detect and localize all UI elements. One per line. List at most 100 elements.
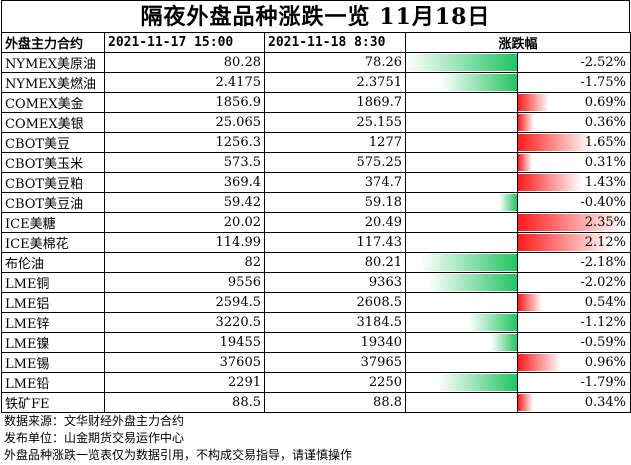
positive-bar-cell: 2.12%: [516, 232, 631, 253]
curr-price: 3184.5: [264, 312, 406, 333]
change-percent: -1.12%: [580, 315, 627, 330]
contract-name: CBOT美豆油: [1, 192, 105, 213]
change-percent: -0.40%: [580, 195, 627, 210]
curr-price: 1869.7: [264, 92, 406, 113]
contract-name: LME铜: [1, 272, 105, 293]
curr-price: 2.3751: [264, 72, 406, 93]
contract-name: LME铅: [1, 372, 105, 393]
curr-price: 9363: [264, 272, 406, 293]
positive-bar-cell: 0.96%: [516, 352, 631, 373]
table-row: LME铅 2291 2250 -1.79%: [1, 372, 631, 393]
table-row: 布伦油 82 80.21 -2.18%: [1, 252, 631, 273]
table-header-row: 外盘主力合约 2021-11-17 15:00 2021-11-18 8:30 …: [1, 32, 631, 53]
positive-change-bar: [518, 354, 561, 371]
positive-change-bar: [518, 174, 582, 191]
negative-bar-cell: [405, 392, 518, 413]
negative-bar-cell: [405, 272, 518, 293]
negative-bar-cell: [405, 52, 518, 73]
prev-price: 59.42: [104, 192, 265, 213]
header-prev-time: 2021-11-17 15:00: [104, 32, 265, 53]
positive-change-bar: [518, 394, 534, 411]
positive-bar-cell: 2.35%: [516, 212, 631, 233]
negative-bar-cell: [405, 152, 518, 173]
header-curr-time: 2021-11-18 8:30: [264, 32, 406, 53]
contract-name: ICE美棉花: [1, 232, 105, 253]
negative-bar-cell: [405, 192, 518, 213]
prev-price: 9556: [104, 272, 265, 293]
curr-price: 78.26: [264, 52, 406, 73]
curr-price: 20.49: [264, 212, 406, 233]
table-row: LME铜 9556 9363 -2.02%: [1, 272, 631, 293]
footer-line: 发布单位：山金期货交易运作中心: [4, 431, 185, 445]
negative-change-bar: [420, 254, 517, 271]
negative-bar-cell: [405, 372, 518, 393]
negative-bar-cell: [405, 112, 518, 133]
table-row: LME铝 2594.5 2608.5 0.54%: [1, 292, 631, 313]
change-percent: -1.75%: [580, 75, 627, 90]
header-change: 涨跌幅: [404, 32, 631, 53]
prev-price: 20.02: [104, 212, 265, 233]
prev-price: 82: [104, 252, 265, 273]
change-percent: -0.59%: [580, 335, 627, 350]
prev-price: 80.28: [104, 52, 265, 73]
change-percent: 0.34%: [584, 395, 627, 410]
positive-bar-cell: -1.79%: [516, 372, 631, 393]
prev-price: 88.5: [104, 392, 265, 413]
curr-price: 2250: [264, 372, 406, 393]
change-percent: 0.96%: [584, 355, 627, 370]
negative-change-bar: [428, 274, 517, 291]
curr-price: 25.155: [264, 112, 406, 133]
contract-name: COMEX美银: [1, 112, 105, 133]
positive-bar-cell: 0.69%: [516, 92, 631, 113]
change-percent: 0.31%: [584, 155, 627, 170]
table-row: CBOT美豆油 59.42 59.18 -0.40%: [1, 192, 631, 213]
curr-price: 374.7: [264, 172, 406, 193]
negative-bar-cell: [405, 172, 518, 193]
prev-price: 2.4175: [104, 72, 265, 93]
table-row: LME锡 37605 37965 0.96%: [1, 352, 631, 373]
prev-price: 19455: [104, 332, 265, 353]
contract-name: NYMEX美燃油: [1, 72, 105, 93]
footer-notes: 数据来源：文华财经外盘主力合约 发布单位：山金期货交易运作中心 外盘品种涨跌一览表仅…: [1, 413, 630, 464]
prev-price: 114.99: [104, 232, 265, 253]
change-percent: -2.02%: [580, 275, 627, 290]
positive-change-bar: [518, 94, 549, 111]
table-row: CBOT美豆 1256.3 1277 1.65%: [1, 132, 631, 153]
prev-price: 369.4: [104, 172, 265, 193]
contract-name: LME镍: [1, 332, 105, 353]
change-percent: -2.18%: [580, 255, 627, 270]
price-table: 外盘主力合约 2021-11-17 15:00 2021-11-18 8:30 …: [1, 32, 631, 413]
curr-price: 575.25: [264, 152, 406, 173]
contract-name: LME锡: [1, 352, 105, 373]
curr-price: 37965: [264, 352, 406, 373]
prev-price: 2291: [104, 372, 265, 393]
negative-bar-cell: [405, 232, 518, 253]
table-row: CBOT美玉米 573.5 575.25 0.31%: [1, 152, 631, 173]
negative-change-bar: [499, 194, 517, 211]
sheet-title: 隔夜外盘品种涨跌一览 11月18日: [1, 0, 630, 32]
header-contract: 外盘主力合约: [1, 32, 105, 53]
prev-price: 2594.5: [104, 292, 265, 313]
prev-price: 1856.9: [104, 92, 265, 113]
positive-bar-cell: -0.40%: [516, 192, 631, 213]
change-percent: -2.52%: [580, 55, 627, 70]
positive-bar-cell: 0.36%: [516, 112, 631, 133]
contract-name: CBOT美豆粕: [1, 172, 105, 193]
change-percent: 2.12%: [584, 235, 627, 250]
positive-bar-cell: -2.18%: [516, 252, 631, 273]
table-body: NYMEX美原油 80.28 78.26 -2.52% NYMEX美燃油 2.4175 2.…: [1, 52, 631, 413]
positive-change-bar: [518, 234, 613, 251]
negative-bar-cell: [405, 132, 518, 153]
table-row: ICE美棉花 114.99 117.43 2.12%: [1, 232, 631, 253]
positive-change-bar: [518, 154, 532, 171]
curr-price: 80.21: [264, 252, 406, 273]
positive-bar-cell: -2.52%: [516, 52, 631, 73]
negative-bar-cell: [405, 312, 518, 333]
change-percent: 1.65%: [584, 135, 627, 150]
positive-change-bar: [518, 114, 534, 131]
change-percent: 0.54%: [584, 295, 627, 310]
table-row: COMEX美金 1856.9 1869.7 0.69%: [1, 92, 631, 113]
positive-change-bar: [518, 134, 592, 151]
footer-line: 数据来源：文华财经外盘主力合约: [4, 414, 185, 428]
